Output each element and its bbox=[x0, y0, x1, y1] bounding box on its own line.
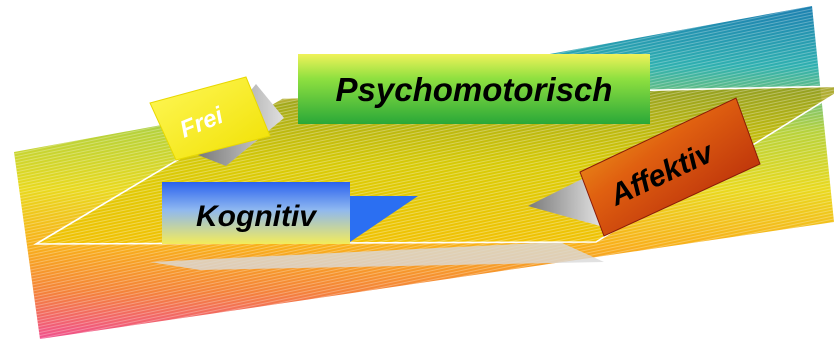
psychomotor-label-box: Psychomotorisch bbox=[298, 54, 650, 124]
plane-shadow bbox=[150, 242, 604, 270]
cognitive-label: Kognitiv bbox=[196, 200, 318, 233]
free-label-box: Frei bbox=[149, 76, 284, 166]
cognitive-label-box: Kognitiv bbox=[162, 182, 418, 244]
psychomotor-label: Psychomotorisch bbox=[336, 71, 613, 108]
